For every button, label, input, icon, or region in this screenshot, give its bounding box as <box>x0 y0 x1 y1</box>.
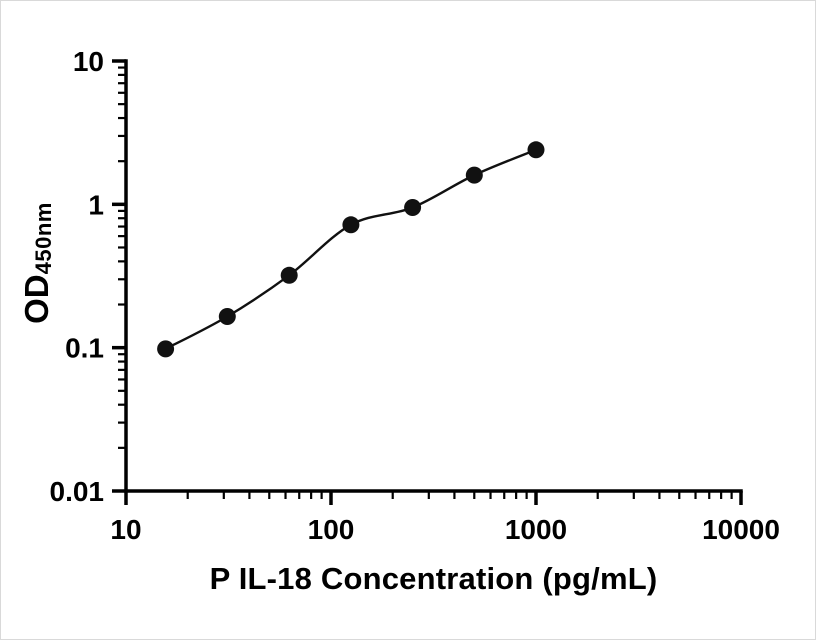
y-axis-tick-label: 0.1 <box>65 333 104 364</box>
x-axis-title: P IL-18 Concentration (pg/mL) <box>209 561 658 596</box>
x-axis-tick-label: 100 <box>308 514 355 545</box>
data-point <box>280 266 298 284</box>
data-point <box>342 216 360 234</box>
data-point <box>465 166 483 184</box>
y-axis-title-main: OD <box>18 274 55 324</box>
x-axis-tick-label: 10 <box>110 514 141 545</box>
x-axis-tick-label: 1000 <box>505 514 567 545</box>
x-axis-tick-label: 10000 <box>702 514 780 545</box>
y-axis-tick-label: 1 <box>88 189 104 220</box>
data-point <box>157 340 175 358</box>
data-point <box>218 308 236 325</box>
y-axis-tick-label: 0.01 <box>50 476 105 507</box>
data-point <box>404 199 422 216</box>
y-axis-tick-label: 10 <box>73 46 104 77</box>
y-axis-title-sub: 450nm <box>31 202 56 275</box>
y-axis-title: OD450nm <box>18 202 56 324</box>
axis-frame <box>124 59 743 493</box>
data-point <box>527 141 545 159</box>
